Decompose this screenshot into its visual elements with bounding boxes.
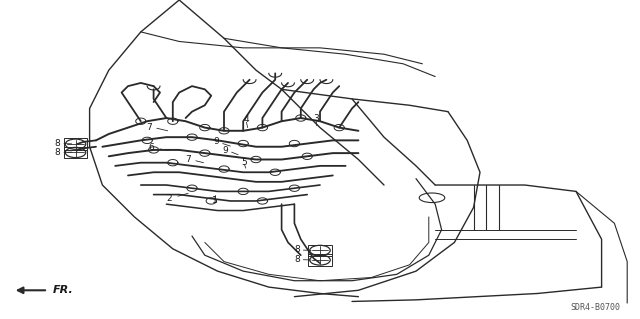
Text: 7: 7 — [186, 155, 191, 164]
Text: 9: 9 — [223, 146, 228, 155]
Text: 5: 5 — [242, 158, 247, 167]
Text: 4: 4 — [244, 115, 249, 124]
Text: 8: 8 — [294, 245, 300, 254]
Text: 2: 2 — [166, 194, 172, 203]
Text: 9: 9 — [214, 137, 219, 146]
Bar — [64, 147, 87, 158]
Text: FR.: FR. — [52, 285, 73, 295]
Text: 8: 8 — [55, 148, 60, 157]
Bar — [64, 138, 87, 150]
Bar — [308, 245, 332, 256]
Text: 7: 7 — [147, 123, 152, 132]
Text: 3: 3 — [314, 114, 319, 122]
Bar — [308, 254, 332, 266]
Text: 1: 1 — [212, 197, 218, 205]
Text: 8: 8 — [55, 139, 60, 148]
Text: 8: 8 — [294, 255, 300, 263]
Text: SDR4-B0700: SDR4-B0700 — [571, 303, 621, 312]
Text: 6: 6 — [148, 143, 154, 152]
